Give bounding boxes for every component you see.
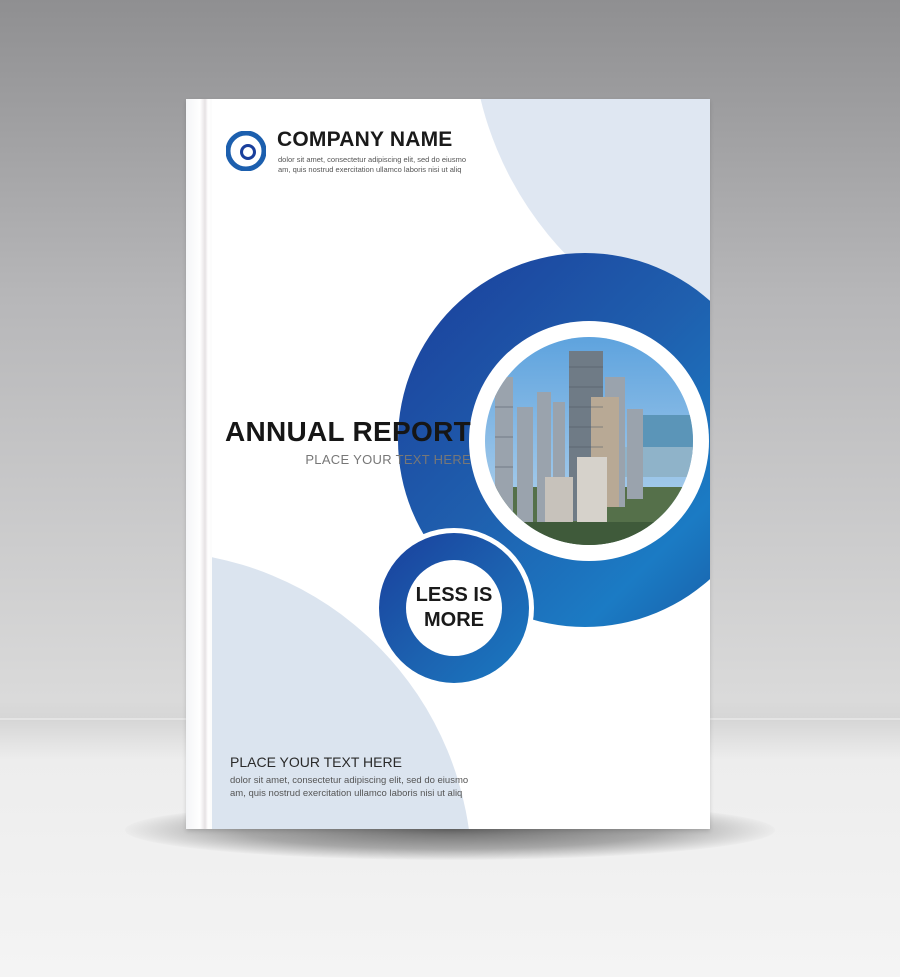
badge-blue-ring: LESS IS MORE: [379, 533, 529, 683]
badge-center: LESS IS MORE: [406, 560, 502, 656]
footer-title: PLACE YOUR TEXT HERE: [230, 754, 402, 770]
footer-line-2: am, quis nostrud exercitation ullamco la…: [230, 787, 468, 800]
footer-text: dolor sit amet, consectetur adipiscing e…: [230, 774, 468, 800]
report-subtitle: PLACE YOUR TEXT HERE: [305, 452, 471, 467]
company-name: COMPANY NAME: [277, 128, 452, 152]
company-tagline-line-1: dolor sit amet, consectetur adipiscing e…: [278, 155, 466, 165]
company-logo-icon: [226, 131, 266, 171]
city-skyline-icon: [485, 337, 693, 545]
badge-line-2: MORE: [409, 608, 499, 633]
book-spine: [186, 99, 212, 829]
brochure-cover: LESS IS MORE COMPANY NAME dolor sit amet…: [186, 99, 710, 829]
badge-text: LESS IS MORE: [409, 583, 499, 633]
report-title: ANNUAL REPORT: [225, 416, 471, 448]
badge-white-border: LESS IS MORE: [374, 528, 534, 688]
footer-line-1: dolor sit amet, consectetur adipiscing e…: [230, 774, 468, 787]
company-tagline: dolor sit amet, consectetur adipiscing e…: [278, 155, 466, 174]
city-photo: [485, 337, 693, 545]
badge-line-1: LESS IS: [409, 583, 499, 608]
company-tagline-line-2: am, quis nostrud exercitation ullamco la…: [278, 165, 466, 175]
